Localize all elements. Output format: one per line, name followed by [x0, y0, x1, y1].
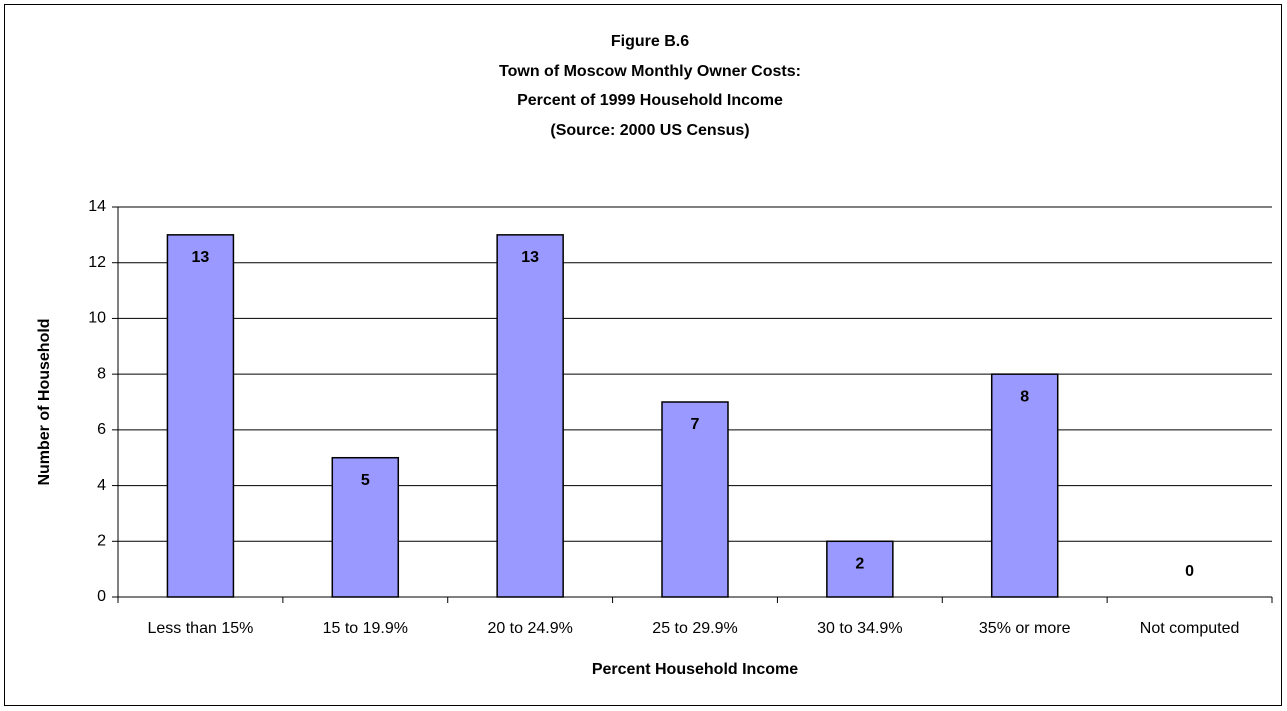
data-label: 5 — [361, 472, 370, 489]
data-label: 13 — [521, 249, 539, 266]
x-tick-label: 30 to 34.9% — [817, 620, 902, 637]
chart-title: Town of Moscow Monthly Owner Costs: — [499, 63, 801, 80]
bar — [990, 373, 1059, 598]
y-tick-label: 14 — [88, 198, 106, 215]
y-tick-label: 12 — [88, 254, 106, 271]
chart-title: Percent of 1999 Household Income — [517, 92, 783, 109]
data-label: 8 — [1020, 388, 1029, 405]
x-tick-label: 20 to 24.9% — [487, 620, 572, 637]
x-tick-label: Less than 15% — [147, 620, 253, 637]
x-tick-label: 15 to 19.9% — [323, 620, 408, 637]
chart-title: Figure B.6 — [611, 33, 689, 50]
x-tick-label: 35% or more — [979, 620, 1071, 637]
data-label: 2 — [855, 556, 864, 573]
x-axis-label: Percent Household Income — [592, 661, 798, 678]
bar — [826, 540, 894, 598]
y-axis-label: Number of Household — [36, 318, 53, 485]
bar — [496, 234, 564, 598]
chart-title: (Source: 2000 US Census) — [550, 122, 749, 139]
x-tick-label: 25 to 29.9% — [652, 620, 737, 637]
y-tick-label: 8 — [97, 365, 106, 382]
y-tick-label: 6 — [97, 421, 106, 438]
y-tick-label: 0 — [97, 588, 106, 605]
data-label: 0 — [1185, 563, 1194, 580]
data-label: 13 — [192, 249, 210, 266]
y-tick-label: 4 — [97, 477, 106, 494]
data-label: 7 — [691, 416, 700, 433]
bar — [166, 234, 235, 598]
y-tick-label: 2 — [97, 533, 106, 550]
y-tick-label: 10 — [88, 310, 106, 327]
x-tick-label: Not computed — [1140, 620, 1240, 637]
